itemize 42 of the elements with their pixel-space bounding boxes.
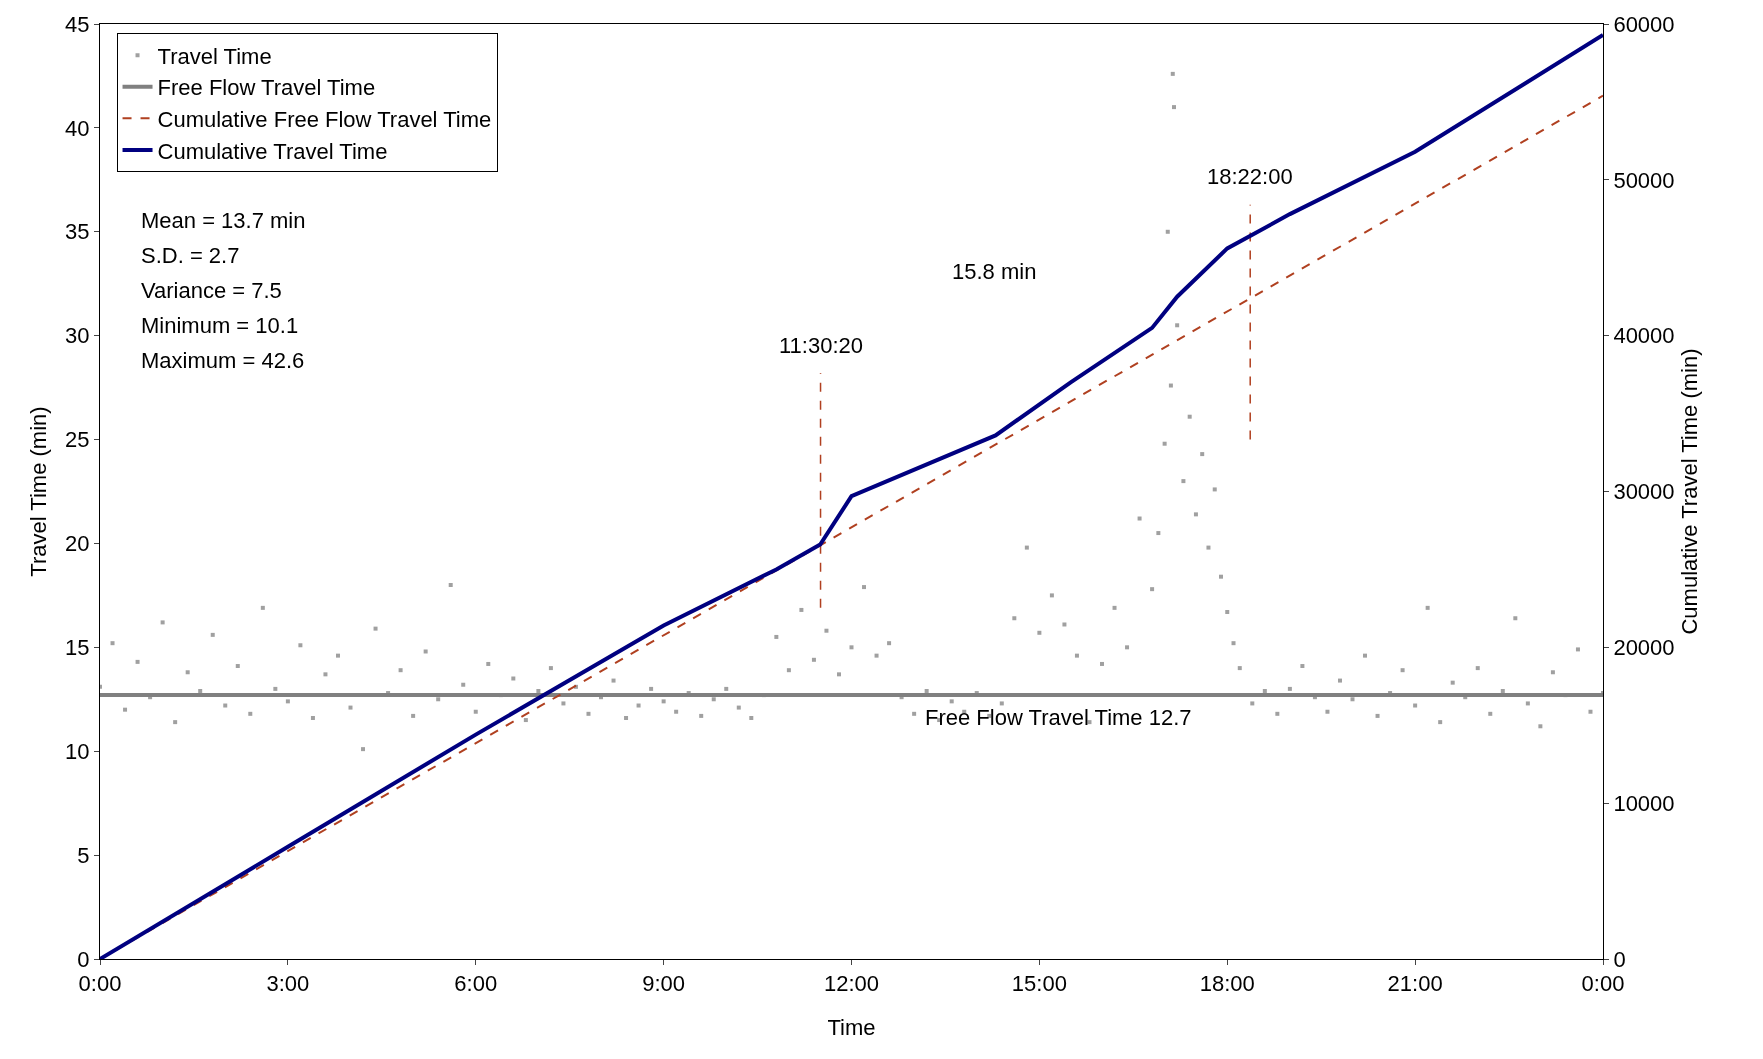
annotation: Mean = 13.7 min: [141, 208, 306, 233]
x-tick-label: 0:00: [78, 971, 122, 997]
x-tick-label: 15:00: [1011, 971, 1067, 997]
y2-tick-label: 10000: [1613, 790, 1675, 816]
y-tick-label: 5: [77, 842, 90, 868]
annotation: 11:30:20: [779, 333, 864, 358]
annotation: Free Flow Travel Time 12.7: [925, 705, 1192, 730]
y-tick-label: 10: [65, 738, 90, 764]
legend-label: Travel Time: [157, 43, 272, 69]
y-tick-label: 20: [65, 531, 90, 557]
y-tick-label: 30: [65, 323, 90, 349]
x-tick-label: 6:00: [454, 971, 498, 997]
x-tick-label: 3:00: [266, 971, 310, 997]
x-tick-label: 9:00: [642, 971, 686, 997]
annotation: Maximum = 42.6: [141, 348, 305, 373]
legend-label: Free Flow Travel Time: [157, 75, 376, 101]
y-tick-label: 0: [77, 946, 90, 972]
annotation: 18:22:00: [1207, 164, 1293, 189]
annotation: Minimum = 10.1: [141, 313, 299, 338]
legend-label: Cumulative Travel Time: [157, 138, 388, 164]
x-tick-label: 18:00: [1199, 971, 1255, 997]
y2-tick-label: 60000: [1613, 11, 1675, 37]
annotation: 15.8 min: [952, 259, 1037, 284]
x-tick-label: 12:00: [823, 971, 880, 997]
y-tick-label: 40: [65, 115, 90, 141]
x-axis-title: Time: [827, 1015, 876, 1040]
y2-tick-label: 40000: [1613, 323, 1675, 349]
annotation: Variance = 7.5: [141, 278, 282, 303]
y-tick-label: 45: [65, 11, 90, 37]
y-tick-label: 35: [65, 219, 90, 245]
legend-label: Cumulative Free Flow Travel Time: [157, 106, 492, 132]
y-axis-title: Travel Time (min): [26, 406, 51, 577]
y2-axis-title: Cumulative Travel Time (min): [1676, 348, 1702, 635]
x-tick-label: 0:00: [1581, 971, 1625, 997]
x-tick-label: 21:00: [1387, 971, 1443, 997]
y2-tick-label: 50000: [1613, 167, 1675, 193]
y2-tick-label: 20000: [1613, 635, 1675, 661]
annotation: S.D. = 2.7: [141, 243, 240, 268]
y2-tick-label: 0: [1613, 946, 1626, 972]
y-tick-label: 15: [65, 635, 90, 661]
y2-tick-label: 30000: [1613, 479, 1675, 505]
y-tick-label: 25: [65, 427, 90, 453]
